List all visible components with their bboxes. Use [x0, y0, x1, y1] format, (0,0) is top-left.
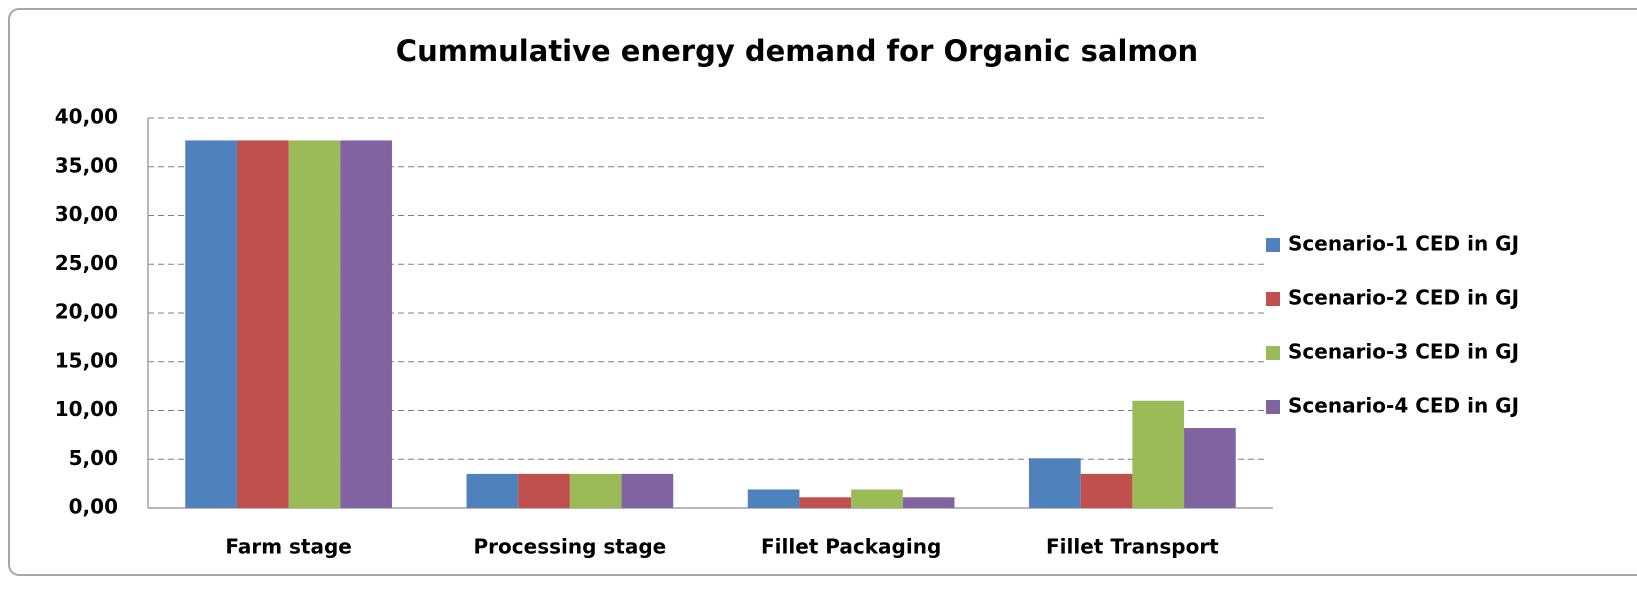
bar [466, 473, 519, 508]
y-tick-label: 40,00 [55, 105, 118, 129]
y-tick-label: 20,00 [55, 300, 118, 324]
bar [621, 473, 674, 508]
chart-title: Cummulative energy demand for Organic sa… [396, 34, 1198, 68]
x-tick-label: Processing stage [474, 535, 667, 559]
bar [902, 497, 955, 508]
bar [518, 473, 570, 508]
bar [185, 140, 237, 509]
legend-label: Scenario-4 CED in GJ [1288, 394, 1519, 418]
bar [236, 140, 289, 509]
bar [1132, 400, 1185, 508]
bar [340, 140, 392, 509]
bar [799, 497, 852, 508]
y-tick-label: 35,00 [55, 153, 118, 177]
y-tick-label: 15,00 [55, 348, 118, 372]
y-tick-label: 5,00 [69, 446, 118, 470]
bar [569, 473, 622, 508]
bar [1184, 428, 1236, 508]
y-tick-label: 25,00 [55, 251, 118, 275]
x-tick-label: Fillet Packaging [761, 535, 941, 559]
y-tick-label: 30,00 [55, 202, 118, 226]
legend-label: Scenario-1 CED in GJ [1288, 232, 1519, 256]
bar [288, 140, 341, 509]
bar [1080, 473, 1133, 508]
bar [851, 489, 903, 508]
legend-swatch [1266, 238, 1280, 252]
x-tick-label: Farm stage [225, 535, 352, 559]
y-tick-label: 10,00 [55, 397, 118, 421]
bar [1029, 458, 1081, 508]
y-tick-label: 0,00 [69, 495, 118, 519]
legend-swatch [1266, 346, 1280, 360]
legend-swatch [1266, 400, 1280, 414]
legend-swatch [1266, 292, 1280, 306]
x-tick-label: Fillet Transport [1046, 535, 1219, 559]
legend-label: Scenario-2 CED in GJ [1288, 286, 1519, 310]
bar [747, 489, 800, 508]
legend-label: Scenario-3 CED in GJ [1288, 340, 1519, 364]
